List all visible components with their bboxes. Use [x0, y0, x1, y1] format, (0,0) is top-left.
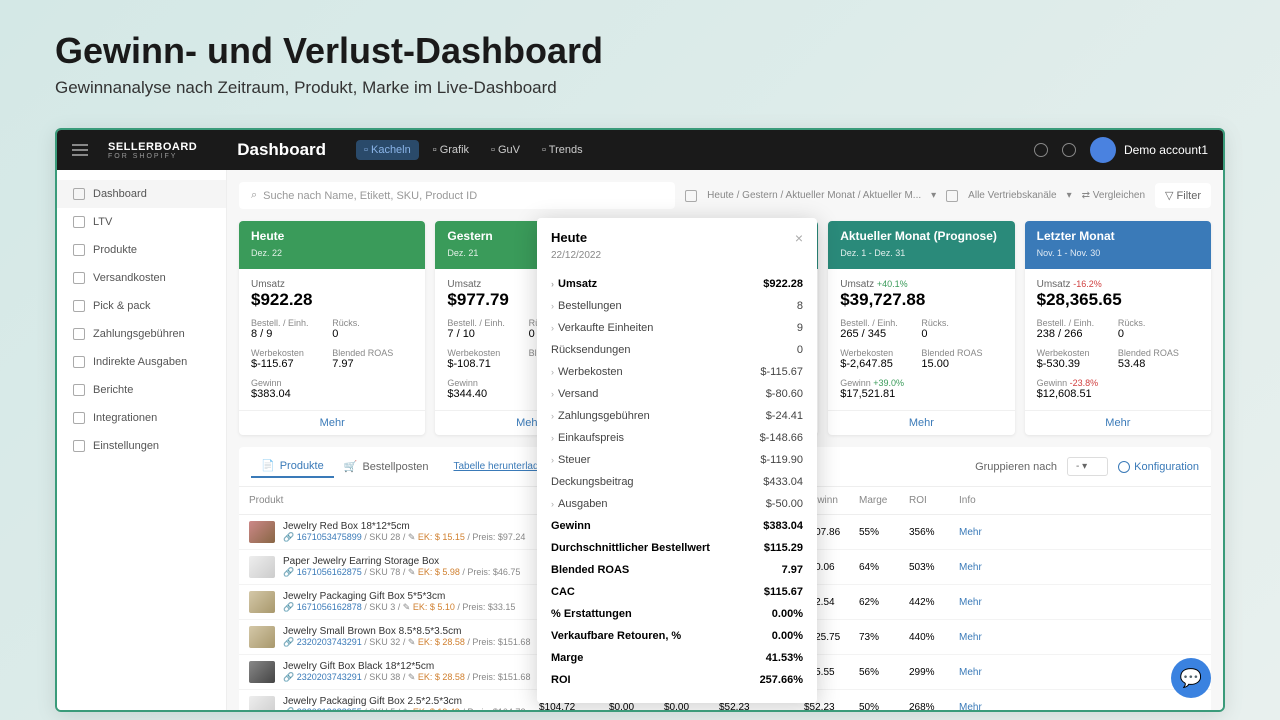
sidebar-icon — [73, 356, 85, 368]
group-by-label: Gruppieren nach — [975, 461, 1057, 473]
home-icon[interactable] — [685, 190, 697, 202]
sidebar-item[interactable]: Produkte — [57, 236, 226, 264]
col-header: Produkt — [249, 495, 539, 506]
col-header: ROI — [909, 495, 959, 506]
popup-row: % Erstattungen0.00% — [537, 603, 817, 625]
chevron-down-icon: ▾ — [931, 190, 936, 201]
account-menu[interactable]: Demo account1 — [1090, 137, 1208, 163]
tab-bestellposten[interactable]: 🛒 Bestellposten — [334, 456, 439, 477]
breadcrumb[interactable]: Heute / Gestern / Aktueller Monat / Aktu… — [707, 190, 921, 201]
product-image — [249, 661, 275, 683]
topbar: SELLERBOARDFOR SHOPIFY Dashboard ▫ Kache… — [57, 130, 1223, 170]
sidebar-item[interactable]: Dashboard — [57, 180, 226, 208]
popup-row: ›Steuer$-119.90 — [537, 449, 817, 471]
metric-card[interactable]: HeuteDez. 22 Umsatz$922.28 Bestell. / Ei… — [239, 221, 425, 435]
main: ⌕ Suche nach Name, Etikett, SKU, Product… — [227, 170, 1223, 710]
hero-title: Gewinn- und Verlust-Dashboard — [55, 30, 1225, 72]
popup-row: Deckungsbeitrag$433.04 — [537, 471, 817, 493]
group-by-select[interactable]: - ▾ — [1067, 457, 1108, 476]
product-image — [249, 696, 275, 710]
popup-title: Heute — [551, 230, 601, 245]
sidebar-item[interactable]: Pick & pack — [57, 292, 226, 320]
mehr-link[interactable]: Mehr — [959, 527, 1004, 538]
popup-row: Rücksendungen0 — [537, 339, 817, 361]
sidebar-item[interactable]: Einstellungen — [57, 432, 226, 460]
search-input[interactable]: ⌕ Suche nach Name, Etikett, SKU, Product… — [239, 182, 675, 209]
sidebar: DashboardLTVProdukteVersandkostenPick & … — [57, 170, 227, 710]
channels-select[interactable]: Alle Vertriebskanäle — [968, 190, 1056, 201]
metric-card[interactable]: Letzter MonatNov. 1 - Nov. 30 Umsatz -16… — [1025, 221, 1211, 435]
popup-row: ›Verkaufte Einheiten9 — [537, 317, 817, 339]
mehr-link[interactable]: Mehr — [959, 562, 1004, 573]
popup-row: ›Umsatz$922.28 — [537, 273, 817, 295]
sidebar-icon — [73, 384, 85, 396]
filter-button[interactable]: ▽ Filter — [1155, 183, 1211, 208]
mehr-link[interactable]: Mehr — [239, 410, 425, 435]
nav-tab-kacheln[interactable]: ▫ Kacheln — [356, 140, 419, 160]
sidebar-item[interactable]: Indirekte Ausgaben — [57, 348, 226, 376]
popup-date: 22/12/2022 — [551, 250, 601, 261]
popup-row: CAC$115.67 — [537, 581, 817, 603]
popup-row: ›Versand$-80.60 — [537, 383, 817, 405]
sidebar-icon — [73, 188, 85, 200]
tab-produkte[interactable]: 📄 Produkte — [251, 455, 334, 478]
sidebar-item[interactable]: Integrationen — [57, 404, 226, 432]
col-header: Info — [959, 495, 1004, 506]
logo: SELLERBOARDFOR SHOPIFY — [108, 141, 197, 160]
popup-row: ›Einkaufspreis$-148.66 — [537, 427, 817, 449]
mehr-link[interactable]: Mehr — [828, 410, 1014, 435]
metric-card[interactable]: Aktueller Monat (Prognose)Dez. 1 - Dez. … — [828, 221, 1014, 435]
play-icon[interactable] — [1034, 143, 1048, 157]
hamburger-icon[interactable] — [72, 144, 88, 156]
sidebar-icon — [73, 440, 85, 452]
account-name: Demo account1 — [1124, 143, 1208, 157]
popup-row: ›Werbekosten$-115.67 — [537, 361, 817, 383]
popup-row: Durchschnittlicher Bestellwert$115.29 — [537, 537, 817, 559]
shop-icon[interactable] — [946, 190, 958, 202]
product-image — [249, 591, 275, 613]
mehr-link[interactable]: Mehr — [959, 597, 1004, 608]
close-icon[interactable]: × — [795, 230, 803, 263]
popup-row: ›Ausgaben$-50.00 — [537, 493, 817, 515]
product-image — [249, 626, 275, 648]
sidebar-icon — [73, 244, 85, 256]
nav-tab-trends[interactable]: ▫ Trends — [534, 140, 591, 160]
popup-row: Gewinn$383.04 — [537, 515, 817, 537]
config-button[interactable]: Konfiguration — [1118, 461, 1199, 473]
popup-row: Marge41.53% — [537, 647, 817, 669]
sidebar-item[interactable]: Berichte — [57, 376, 226, 404]
popup-row: Verkaufbare Retouren, %0.00% — [537, 625, 817, 647]
col-header: Marge — [859, 495, 909, 506]
sidebar-item[interactable]: LTV — [57, 208, 226, 236]
popup-row: ›Zahlungsgebühren$-24.41 — [537, 405, 817, 427]
chat-icon[interactable]: 💬 — [1171, 658, 1211, 698]
avatar — [1090, 137, 1116, 163]
mehr-link[interactable]: Mehr — [959, 632, 1004, 643]
sidebar-icon — [73, 328, 85, 340]
nav-tab-guv[interactable]: ▫ GuV — [483, 140, 528, 160]
hero-subtitle: Gewinnanalyse nach Zeitraum, Produkt, Ma… — [55, 78, 1225, 98]
nav-tab-grafik[interactable]: ▫ Grafik — [425, 140, 477, 160]
app-window: SELLERBOARDFOR SHOPIFY Dashboard ▫ Kache… — [55, 128, 1225, 712]
popup-row: Blended ROAS7.97 — [537, 559, 817, 581]
sidebar-item[interactable]: Zahlungsgebühren — [57, 320, 226, 348]
sidebar-icon — [73, 412, 85, 424]
popup-row: ›Bestellungen8 — [537, 295, 817, 317]
page-title: Dashboard — [237, 140, 326, 160]
gear-icon — [1118, 461, 1130, 473]
product-image — [249, 521, 275, 543]
mehr-link[interactable]: Mehr — [959, 667, 1004, 678]
mehr-link[interactable]: Mehr — [959, 702, 1004, 711]
chevron-down-icon: ▾ — [1067, 190, 1072, 201]
product-image — [249, 556, 275, 578]
sidebar-icon — [73, 272, 85, 284]
popup-row: ROI257.66% — [537, 669, 817, 691]
compare-button[interactable]: ⇄ Vergleichen — [1082, 190, 1145, 201]
mehr-link[interactable]: Mehr — [1025, 410, 1211, 435]
sidebar-icon — [73, 216, 85, 228]
sidebar-icon — [73, 300, 85, 312]
detail-popup: Heute 22/12/2022 × ›Umsatz$922.28›Bestell… — [537, 218, 817, 703]
sidebar-item[interactable]: Versandkosten — [57, 264, 226, 292]
help-icon[interactable] — [1062, 143, 1076, 157]
